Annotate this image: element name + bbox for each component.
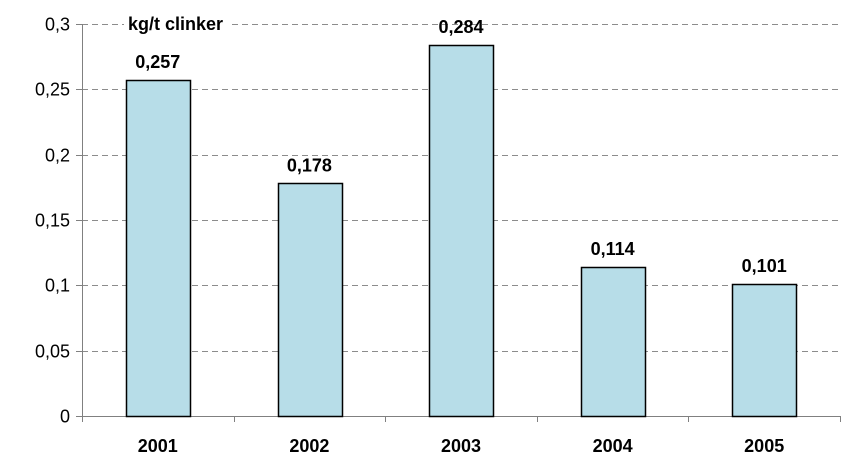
data-label: 0,178 — [287, 155, 332, 175]
labels: 0 0,05 0,1 0,15 0,2 0,25 0,3 0,257 2001 0,178 2002… — [35, 15, 787, 457]
bar-2005 — [731, 283, 798, 418]
y-tick-label: 0,3 — [45, 15, 70, 35]
data-label: 0,257 — [135, 52, 180, 72]
unit-label-background — [124, 12, 230, 36]
y-tick-label: 0,15 — [35, 211, 70, 231]
bars — [125, 44, 798, 418]
x-tick-label: 2002 — [289, 436, 329, 456]
x-tick-label: 2003 — [441, 436, 481, 456]
gridlines — [82, 24, 840, 352]
x-tick-label: 2004 — [593, 436, 633, 456]
data-label: 0,114 — [591, 239, 635, 259]
y-tick-label: 0,05 — [35, 342, 70, 362]
y-tick-label: 0 — [60, 407, 70, 427]
data-label: 0,101 — [742, 256, 787, 276]
y-tick-label: 0,2 — [45, 146, 70, 166]
bar-2001 — [125, 79, 192, 418]
data-label: 0,284 — [438, 17, 483, 37]
bar-2002 — [277, 182, 344, 418]
unit-label: kg/t clinker — [128, 14, 223, 34]
x-tick-label: 2001 — [138, 436, 178, 456]
y-tick-label: 0,1 — [45, 276, 70, 296]
bar-2003 — [428, 44, 495, 418]
bar-2004 — [580, 266, 647, 418]
x-tick-label: 2005 — [744, 436, 784, 456]
y-tick-label: 0,25 — [35, 80, 70, 100]
